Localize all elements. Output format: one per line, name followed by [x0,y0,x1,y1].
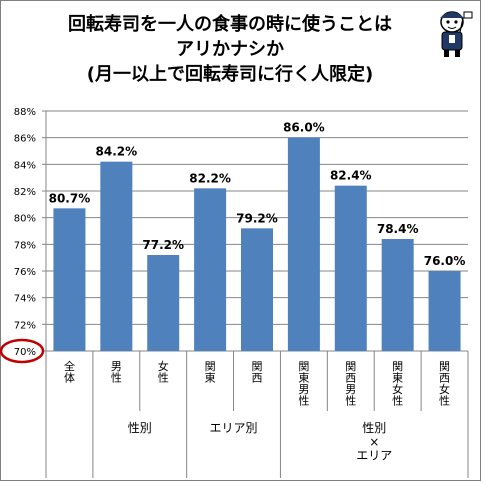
data-label-2: 84.2% [96,145,138,159]
bar-1 [53,208,86,351]
y-tick-label: 88% [14,107,36,118]
bar-9 [428,271,461,351]
bar-3 [147,255,180,351]
data-label-9: 76.0% [424,254,466,268]
group-label-3: エリア別 [210,421,258,435]
title-line-2: アリかナシか [176,39,284,60]
bar-8 [381,239,414,351]
title-line-1: 回転寿司を一人の食事の時に使うことは [68,14,392,35]
category-label-1: 全体 [64,359,75,385]
bar-2 [100,161,133,351]
data-label-5: 79.2% [236,211,278,225]
highlight-ellipse [0,338,45,364]
category-label-3: 女性 [158,359,169,385]
group-label-2: 性別 [128,421,152,435]
data-label-3: 77.2% [142,238,184,252]
category-label-5: 関西 [252,360,263,385]
y-tick-label: 82% [14,187,36,198]
y-tick-label: 76% [14,267,36,278]
y-tick-label: 74% [14,294,36,305]
y-tick-label: 70% [14,347,36,358]
y-tick-label: 72% [14,320,36,331]
category-label-2: 男性 [111,360,122,385]
category-label-8: 関東女性 [392,360,403,408]
y-tick-label: 80% [14,214,36,225]
data-label-4: 82.2% [189,171,231,185]
data-label-7: 82.4% [330,169,372,183]
data-label-8: 78.4% [377,222,419,236]
data-label-6: 86.0% [283,121,325,135]
bar-6 [287,137,320,351]
bar-4 [194,188,227,351]
category-label-7: 関西男性 [345,360,356,408]
category-label-9: 関西女性 [439,360,450,408]
chart-title: 回転寿司を一人の食事の時に使うことは アリかナシか (月一以上で回転寿司に行く人… [30,12,430,87]
category-label-6: 関東男性 [298,360,309,408]
bar-5 [241,228,273,351]
mascot-icon [440,11,473,57]
group-label-4: 性別×エリア [356,421,392,463]
category-label-4: 関東 [205,360,216,385]
y-tick-label: 84% [14,160,36,171]
y-tick-label: 86% [14,134,36,145]
bar-7 [334,185,367,351]
y-tick-label: 78% [14,240,36,251]
data-label-1: 80.7% [49,191,91,205]
title-line-3: (月一以上で回転寿司に行く人限定) [86,64,374,85]
